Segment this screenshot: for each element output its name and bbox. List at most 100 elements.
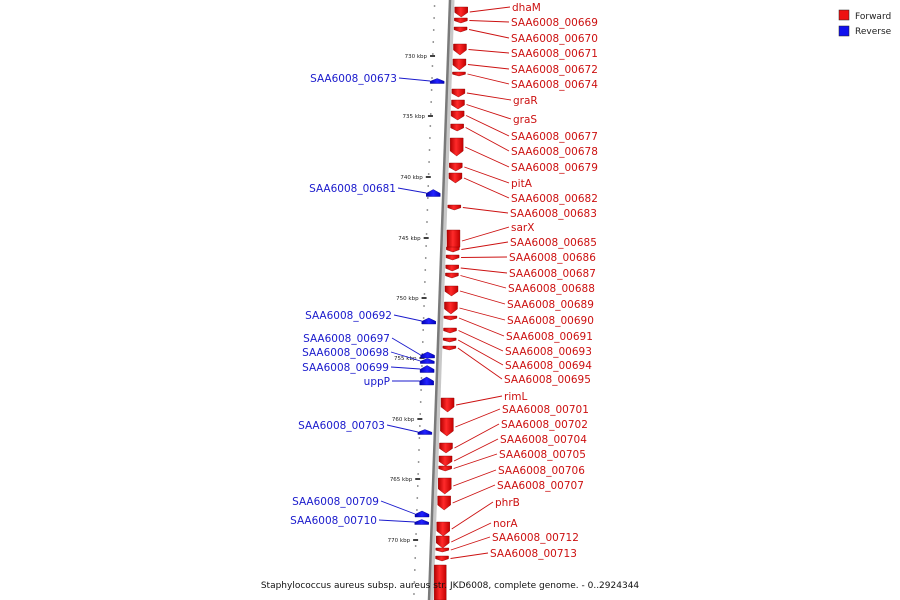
forward-gene-label: SAA6008_00693 — [505, 346, 592, 358]
reverse-gene-arrow — [429, 78, 445, 84]
major-tick-label: 770 kbp — [388, 538, 411, 544]
forward-gene-label: SAA6008_00690 — [507, 315, 594, 327]
forward-gene-label: SAA6008_00686 — [509, 252, 596, 264]
forward-gene-label: SAA6008_00678 — [511, 146, 598, 158]
forward-leader-line — [461, 241, 509, 250]
forward-gene-label: norA — [493, 518, 518, 530]
forward-leader-line — [468, 29, 510, 39]
reverse-labels: SAA6008_00673 SAA6008_00681 SAA6008_00692 S… — [290, 73, 397, 527]
forward-gene-label: SAA6008_00695 — [504, 374, 591, 386]
reverse-gene-arrow — [421, 317, 436, 325]
forward-gene-arrow — [445, 254, 460, 261]
forward-gene-arrow — [446, 246, 460, 253]
reverse-leader-line — [378, 519, 415, 523]
forward-leader-line — [469, 20, 510, 23]
forward-gene-arrow — [448, 172, 463, 184]
forward-gene-arrow — [451, 99, 465, 110]
forward-leader-line — [464, 166, 510, 184]
forward-leader-line — [457, 347, 503, 380]
forward-gene-label: SAA6008_00683 — [510, 208, 597, 220]
reverse-features — [414, 78, 445, 525]
forward-leader-line — [450, 536, 491, 551]
forward-gene-label: phrB — [495, 497, 520, 509]
forward-gene-arrow — [436, 521, 450, 537]
reverse-leader-line — [386, 424, 418, 433]
forward-gene-label: SAA6008_00694 — [505, 360, 592, 372]
forward-leader-line — [451, 501, 494, 530]
forward-leader-line — [452, 484, 496, 504]
major-tick-label: 730 kbp — [405, 54, 428, 60]
forward-gene-arrow — [454, 6, 468, 18]
minor-ticks — [413, 5, 436, 595]
forward-gene-label: SAA6008_00712 — [492, 532, 579, 544]
axis-line — [427, 0, 452, 600]
forward-leader-line — [467, 64, 510, 70]
forward-gene-label: graS — [513, 114, 537, 126]
forward-gene-label: SAA6008_00685 — [510, 237, 597, 249]
reverse-leader-line — [390, 351, 421, 362]
reverse-leader-line — [393, 314, 422, 322]
forward-gene-arrow — [436, 535, 450, 549]
reverse-gene-label: SAA6008_00710 — [290, 515, 377, 527]
forward-gene-arrow — [453, 26, 468, 33]
reverse-gene-label: SAA6008_00698 — [302, 347, 389, 359]
forward-gene-arrow — [438, 465, 452, 472]
forward-gene-arrow — [453, 43, 467, 56]
forward-leader-line — [460, 275, 507, 289]
forward-gene-arrow — [435, 555, 449, 562]
reverse-leader-line — [397, 187, 427, 194]
forward-gene-arrow — [443, 327, 457, 334]
reverse-gene-label: SAA6008_00697 — [303, 333, 390, 345]
forward-gene-label: SAA6008_00707 — [497, 480, 584, 492]
legend-forward-swatch — [838, 9, 850, 21]
forward-leader-line — [467, 73, 510, 85]
forward-gene-arrow — [437, 495, 451, 511]
forward-gene-label: SAA6008_00669 — [511, 17, 598, 29]
forward-gene-arrow — [440, 417, 454, 437]
forward-gene-label: rimL — [504, 391, 527, 403]
genome-caption: Staphylococcus aureus subsp. aureus str.… — [261, 581, 640, 591]
forward-gene-arrow — [434, 564, 447, 600]
legend-reverse-swatch — [838, 25, 850, 37]
forward-gene-arrow — [451, 88, 466, 98]
forward-leader-line — [468, 49, 510, 54]
forward-gene-arrow — [449, 137, 464, 157]
reverse-gene-arrow — [420, 358, 435, 364]
forward-gene-label: SAA6008_00671 — [511, 48, 598, 60]
forward-gene-arrow — [445, 264, 459, 272]
reverse-gene-label: SAA6008_00673 — [310, 73, 397, 85]
major-tick-label: 740 kbp — [400, 175, 423, 181]
forward-leader-line — [458, 330, 504, 352]
forward-leader-line — [461, 256, 508, 258]
forward-leader-line — [464, 146, 510, 168]
reverse-gene-arrow — [414, 519, 429, 525]
forward-gene-arrow — [442, 337, 457, 343]
forward-gene-label: dhaM — [512, 2, 541, 14]
reverse-leader-line — [380, 500, 416, 515]
major-tick-label: 765 kbp — [390, 477, 413, 483]
forward-leader-line — [459, 290, 506, 305]
reverse-gene-label: SAA6008_00703 — [298, 420, 385, 432]
forward-gene-label: graR — [513, 95, 538, 107]
forward-gene-label: SAA6008_00672 — [511, 64, 598, 76]
reverse-leader-line — [390, 366, 421, 370]
forward-gene-arrow — [450, 110, 465, 121]
axis-shadow — [428, 0, 455, 600]
forward-gene-label: pitA — [511, 178, 533, 190]
forward-leader-line — [466, 104, 512, 120]
forward-gene-arrow — [452, 58, 467, 71]
forward-gene-arrow — [454, 17, 468, 24]
legend-forward-label: Forward — [855, 12, 891, 22]
forward-gene-label: SAA6008_00688 — [508, 283, 595, 295]
forward-gene-label: SAA6008_00691 — [506, 331, 593, 343]
reverse-leader-line — [391, 337, 421, 356]
forward-gene-arrow — [438, 477, 452, 495]
forward-gene-label: SAA6008_00682 — [511, 193, 598, 205]
forward-leader-line — [466, 92, 512, 101]
forward-gene-label: SAA6008_00702 — [501, 419, 588, 431]
forward-gene-arrow — [450, 123, 464, 132]
legend: Forward Reverse — [838, 9, 892, 37]
forward-leader-line — [450, 552, 489, 559]
reverse-gene-label: SAA6008_00699 — [302, 362, 389, 374]
